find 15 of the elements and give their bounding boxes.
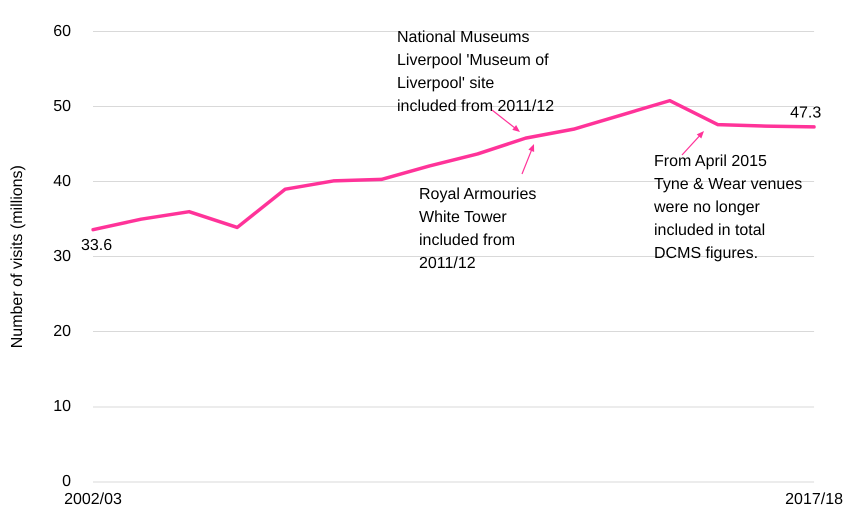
y-tick-label: 10 bbox=[53, 398, 72, 416]
data-label: 33.6 bbox=[80, 237, 112, 254]
y-tick-label: 50 bbox=[53, 98, 72, 116]
annotation: Royal Armouries White Tower included from 2011/12 bbox=[419, 185, 538, 274]
y-tick-label: 0 bbox=[62, 473, 72, 490]
y-tick-label: 60 bbox=[53, 23, 72, 40]
data-label: 47.3 bbox=[790, 104, 822, 122]
x-tick-label: 2002/03 bbox=[64, 490, 122, 508]
y-tick-label: 20 bbox=[53, 323, 72, 340]
annotation: From April 2015 Tyne & Wear venues were no longer included in total DCMS figures. bbox=[654, 152, 804, 264]
y-axis-title: Number of visits (millions) bbox=[9, 165, 26, 348]
y-tick-label: 30 bbox=[53, 248, 72, 266]
x-tick-label: 2017/18 bbox=[785, 490, 844, 508]
annotation: National Museums Liverpool 'Museum of Liverpool' site included from 2011/12 bbox=[397, 28, 556, 117]
y-tick-label: 40 bbox=[53, 173, 72, 190]
